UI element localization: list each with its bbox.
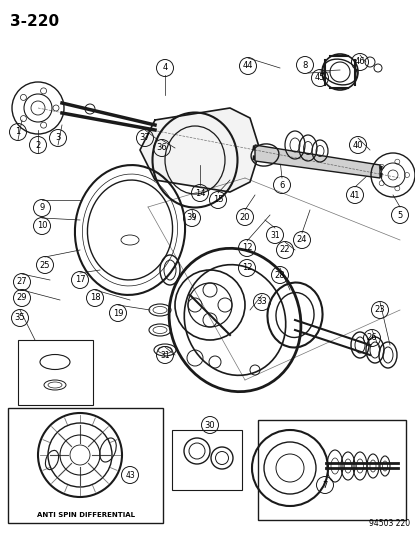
Text: 45: 45 xyxy=(315,74,325,83)
Text: 12: 12 xyxy=(242,244,252,253)
Text: 8: 8 xyxy=(302,61,308,69)
Text: 6: 6 xyxy=(279,181,285,190)
Text: 41: 41 xyxy=(350,190,360,199)
Text: 35: 35 xyxy=(15,313,25,322)
Text: 33: 33 xyxy=(256,297,267,306)
Text: 26: 26 xyxy=(367,334,377,343)
Text: 30: 30 xyxy=(205,421,215,430)
Text: 3: 3 xyxy=(55,133,61,142)
Text: 44: 44 xyxy=(243,61,253,70)
Text: 36: 36 xyxy=(156,143,167,152)
Text: 7: 7 xyxy=(322,481,328,489)
Polygon shape xyxy=(140,108,260,192)
Bar xyxy=(18,340,93,405)
Text: 29: 29 xyxy=(17,294,27,303)
Text: 31: 31 xyxy=(270,230,280,239)
Text: 12: 12 xyxy=(242,263,252,272)
Text: 22: 22 xyxy=(280,246,290,254)
Text: 17: 17 xyxy=(75,276,85,285)
Text: 19: 19 xyxy=(113,309,123,318)
Text: 94503 220: 94503 220 xyxy=(369,519,410,528)
Text: 37: 37 xyxy=(139,133,150,142)
Text: 5: 5 xyxy=(398,211,403,220)
Text: 10: 10 xyxy=(37,222,47,230)
Text: 2: 2 xyxy=(35,141,41,149)
Text: 31: 31 xyxy=(160,351,170,359)
Text: 39: 39 xyxy=(187,214,197,222)
Text: 20: 20 xyxy=(240,213,250,222)
Text: 43: 43 xyxy=(125,471,135,480)
Text: 25: 25 xyxy=(40,261,50,270)
Bar xyxy=(172,430,242,490)
Text: 18: 18 xyxy=(90,294,100,303)
Text: 28: 28 xyxy=(275,271,286,279)
Bar xyxy=(8,408,163,523)
Text: 1: 1 xyxy=(15,127,21,136)
Text: 24: 24 xyxy=(297,236,307,245)
Text: 40: 40 xyxy=(353,141,363,149)
Text: 3-220: 3-220 xyxy=(10,14,59,29)
Polygon shape xyxy=(255,145,380,178)
Bar xyxy=(258,420,406,520)
Text: 27: 27 xyxy=(17,278,27,287)
Text: 14: 14 xyxy=(195,189,205,198)
Text: ANTI SPIN DIFFERENTIAL: ANTI SPIN DIFFERENTIAL xyxy=(37,512,134,518)
Text: 9: 9 xyxy=(39,204,45,213)
Text: 23: 23 xyxy=(375,305,385,314)
Text: 4: 4 xyxy=(162,63,168,72)
Text: 46: 46 xyxy=(355,58,365,67)
Text: 15: 15 xyxy=(213,196,223,205)
